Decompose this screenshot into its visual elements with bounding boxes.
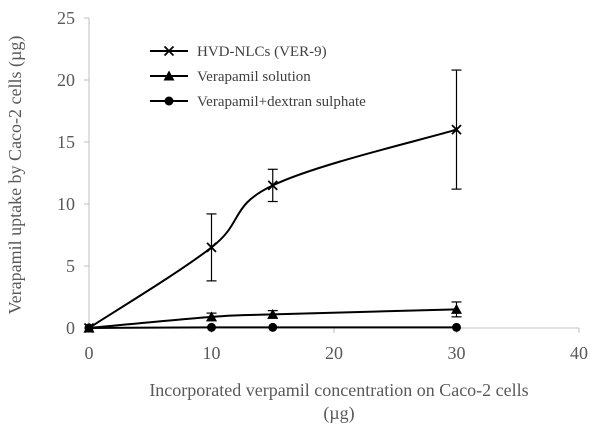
legend: HVD-NLCs (VER-9) Verapamil solution Verapa… — [150, 44, 366, 110]
legend-label: Verapamil solution — [197, 69, 311, 85]
series-line — [88, 326, 457, 329]
y-tick-label: 5 — [66, 256, 75, 276]
x-axis-title-line-1: Incorporated verpamil concentration on C… — [149, 380, 528, 400]
y-tick-label: 15 — [57, 132, 75, 152]
x-tick-label: 20 — [325, 343, 343, 363]
legend-marker — [163, 45, 175, 57]
series-3 — [84, 322, 461, 333]
series-line — [88, 308, 457, 329]
data-point — [267, 180, 278, 191]
data-point — [206, 311, 217, 322]
data-point — [268, 322, 278, 332]
legend-marker — [163, 70, 175, 81]
y-tick-label: 20 — [57, 70, 75, 90]
data-point — [451, 303, 462, 314]
legend-label: Verapamil+dextran sulphate — [197, 94, 366, 110]
x-tick-label: 40 — [570, 343, 588, 363]
data-point — [451, 124, 462, 135]
y-tick-label: 10 — [57, 194, 75, 214]
legend-label: HVD-NLCs (VER-9) — [197, 44, 327, 60]
data-point — [207, 322, 216, 332]
y-axis-title: Verapamil uptake by Caco-2 cells (µg) — [5, 36, 26, 315]
axes: 0 5 10 15 20 25 0 10 20 30 40 — [57, 8, 588, 363]
legend-marker — [164, 96, 174, 106]
data-point — [267, 308, 279, 319]
x-tick-label: 30 — [448, 343, 466, 363]
x-tick-label: 10 — [203, 343, 221, 363]
data-point — [84, 323, 94, 333]
series-layer — [83, 69, 462, 334]
legend-entry-1: HVD-NLCs (VER-9) — [150, 44, 327, 60]
data-point — [206, 242, 217, 253]
y-tick-label: 25 — [57, 8, 75, 28]
legend-entry-2: Verapamil solution — [150, 69, 311, 85]
series-line — [88, 128, 457, 329]
x-axis-title-line-2: (µg) — [323, 403, 354, 424]
legend-entry-3: Verapamil+dextran sulphate — [150, 94, 366, 110]
x-tick-label: 0 — [85, 343, 94, 363]
data-point — [452, 322, 461, 332]
y-tick-label: 0 — [66, 318, 75, 338]
